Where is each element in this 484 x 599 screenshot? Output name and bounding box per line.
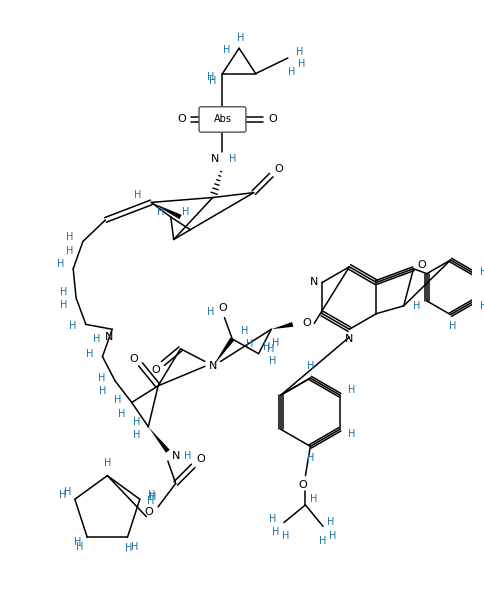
Text: H: H <box>125 543 133 553</box>
Text: H: H <box>76 542 84 552</box>
Text: H: H <box>207 72 214 83</box>
Text: N: N <box>211 155 219 165</box>
Text: H: H <box>207 307 214 317</box>
Text: H: H <box>134 190 141 199</box>
Text: H: H <box>74 537 81 547</box>
Text: H: H <box>148 491 155 500</box>
Text: O: O <box>152 365 161 375</box>
Polygon shape <box>148 427 170 453</box>
Polygon shape <box>213 338 234 367</box>
Text: Abs: Abs <box>213 114 231 125</box>
Polygon shape <box>151 202 182 219</box>
Text: O: O <box>177 114 186 125</box>
Text: H: H <box>272 338 280 348</box>
Text: N: N <box>345 334 353 344</box>
Text: H: H <box>480 301 484 311</box>
Text: H: H <box>329 531 336 541</box>
Text: O: O <box>218 303 227 313</box>
Text: H: H <box>149 492 156 502</box>
Text: N: N <box>310 277 318 288</box>
Text: H: H <box>348 385 355 395</box>
Text: H: H <box>63 486 71 497</box>
Text: H: H <box>272 527 280 537</box>
Text: H: H <box>307 453 314 463</box>
Text: H: H <box>114 395 122 404</box>
Text: H: H <box>282 531 289 541</box>
Text: H: H <box>133 417 140 427</box>
Text: N: N <box>171 451 180 461</box>
Text: H: H <box>480 267 484 277</box>
Text: H: H <box>57 259 64 269</box>
Text: H: H <box>267 344 274 354</box>
Text: H: H <box>241 326 249 336</box>
Text: H: H <box>310 494 317 504</box>
Text: H: H <box>246 339 254 349</box>
Text: H: H <box>237 34 245 44</box>
Text: H: H <box>263 342 270 352</box>
Text: H: H <box>60 287 67 297</box>
Text: H: H <box>66 232 73 241</box>
Text: H: H <box>449 321 456 331</box>
Text: O: O <box>197 454 205 464</box>
Text: H: H <box>69 321 76 331</box>
Text: H: H <box>104 458 111 468</box>
Text: H: H <box>223 45 230 55</box>
Text: H: H <box>413 301 421 311</box>
Text: H: H <box>182 207 189 217</box>
Text: H: H <box>60 300 67 310</box>
Text: H: H <box>296 47 303 57</box>
Text: H: H <box>228 155 236 165</box>
Text: H: H <box>327 518 334 528</box>
Text: H: H <box>99 386 106 396</box>
Text: N: N <box>105 332 113 342</box>
Text: H: H <box>307 361 314 371</box>
Text: H: H <box>147 496 154 506</box>
Text: H: H <box>288 66 295 77</box>
Text: H: H <box>133 429 140 440</box>
Text: N: N <box>209 361 217 371</box>
Text: O: O <box>144 507 153 517</box>
FancyBboxPatch shape <box>199 107 246 132</box>
Text: H: H <box>183 451 191 461</box>
Text: O: O <box>302 319 311 328</box>
Text: H: H <box>118 409 126 419</box>
Text: H: H <box>209 77 216 86</box>
Text: H: H <box>269 513 276 524</box>
Text: H: H <box>269 356 276 367</box>
Polygon shape <box>272 322 293 329</box>
Text: H: H <box>66 246 73 256</box>
Text: H: H <box>60 491 67 500</box>
Text: H: H <box>298 59 305 69</box>
Text: O: O <box>129 353 138 364</box>
Text: O: O <box>275 164 284 174</box>
Text: H: H <box>98 373 105 383</box>
Text: O: O <box>417 260 425 270</box>
Text: O: O <box>298 480 307 491</box>
Text: H: H <box>157 207 165 217</box>
Text: H: H <box>348 429 355 439</box>
Text: H: H <box>93 334 100 344</box>
Text: H: H <box>86 349 93 359</box>
Text: H: H <box>131 542 138 552</box>
Text: O: O <box>269 114 278 125</box>
Text: H: H <box>319 536 327 546</box>
